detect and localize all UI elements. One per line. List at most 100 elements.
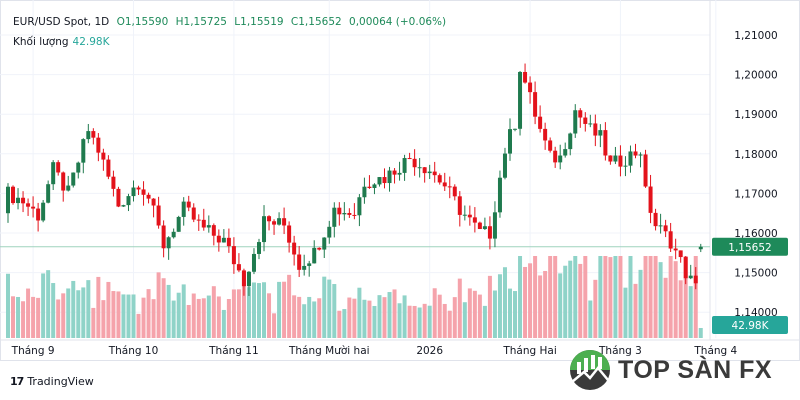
candle-body (91, 131, 96, 138)
candle-body (41, 202, 46, 221)
candle-body (502, 153, 507, 178)
candle-body (292, 242, 297, 255)
volume-bar (312, 301, 317, 338)
candle-body (96, 137, 101, 153)
volume-bar (317, 298, 322, 338)
volume-legend-label[interactable]: Khối lượng (13, 36, 69, 48)
volume-bar (267, 293, 272, 338)
volume-bar (402, 295, 407, 338)
volume-bar (583, 256, 588, 338)
candle-body (61, 172, 66, 191)
candle-body (387, 170, 392, 184)
candle-body (698, 246, 703, 250)
chart-legend: EUR/USD Spot, 1D O1,15590 H1,15725 L1,15… (13, 16, 450, 28)
x-tick-label: Tháng 11 (208, 345, 259, 357)
last-volume-label: 42.98K (732, 320, 770, 332)
candle-body (482, 226, 487, 230)
tradingview-logo[interactable]: 17 TradingView (10, 375, 94, 388)
volume-bar (437, 294, 442, 338)
volume-bar (422, 303, 427, 338)
candle-body (196, 219, 201, 221)
volume-legend-value: 42.98K (72, 36, 110, 48)
open-value: O1,15590 (116, 16, 169, 28)
candle-body (462, 214, 467, 216)
volume-bar (322, 276, 327, 338)
candle-body (578, 110, 583, 118)
candle-body (563, 149, 568, 156)
volume-bar (226, 298, 231, 338)
volume-bar (111, 291, 116, 338)
candle-body (267, 216, 272, 222)
volume-bar (538, 275, 543, 338)
volume-bar (141, 297, 146, 338)
volume-bar (176, 292, 181, 338)
volume-bar (66, 288, 71, 338)
volume-bar (467, 288, 472, 338)
volume-bar (347, 297, 352, 338)
volume-bar (683, 256, 688, 338)
candle-body (312, 247, 317, 264)
x-tick-label: Tháng 3 (598, 345, 642, 357)
candle-body (658, 225, 663, 227)
volume-bar (257, 283, 261, 338)
candle-body (668, 231, 673, 249)
candle-body (251, 253, 256, 272)
y-tick-label: 1,15000 (734, 268, 777, 280)
volume-bar (26, 288, 31, 338)
volume-bar (181, 284, 186, 338)
volume-bar (663, 277, 668, 338)
candle-body (553, 150, 558, 163)
volume-bar (497, 274, 502, 338)
y-tick-label: 1,16000 (734, 228, 777, 240)
volume-bar (6, 273, 10, 338)
candle-body (347, 212, 352, 215)
volume-bar (573, 256, 578, 338)
volume-bar (46, 270, 51, 338)
candle-body (643, 154, 648, 187)
candle-body (176, 216, 181, 232)
volume-bar (568, 260, 573, 338)
volume-bar (417, 307, 422, 338)
volume-bar (387, 292, 392, 338)
candle-body (367, 186, 372, 188)
volume-bar (101, 300, 106, 338)
candle-body (116, 188, 121, 207)
y-tick-label: 1,19000 (734, 109, 777, 121)
candle-body (548, 140, 553, 151)
candle-body (382, 177, 387, 184)
candle-body (558, 155, 563, 163)
volume-bar (221, 309, 226, 338)
mountain-chart-icon (570, 350, 610, 390)
volume-bar (86, 280, 91, 338)
volume-bar (593, 279, 598, 338)
candle-body (302, 265, 307, 270)
candle-body (161, 225, 166, 249)
volume-bar (272, 313, 277, 338)
candle-body (226, 237, 231, 247)
symbol-label[interactable]: EUR/USD Spot, 1D (13, 16, 110, 28)
candle-body (603, 130, 608, 156)
candle-body (437, 175, 442, 183)
candle-body (16, 197, 21, 204)
volume-bar (206, 295, 211, 338)
candle-body (352, 214, 357, 216)
volume-bar (523, 266, 528, 338)
candle-body (322, 237, 327, 250)
volume-bar (71, 280, 76, 338)
candle-body (282, 218, 287, 226)
volume-bar (196, 298, 201, 338)
volume-bar (41, 273, 46, 338)
volume-bar (553, 256, 558, 338)
volume-bar (638, 269, 643, 338)
candle-body (568, 133, 573, 150)
candle-body (538, 116, 543, 129)
volume-bar (447, 310, 452, 338)
candle-body (26, 203, 31, 207)
candle-body (407, 158, 412, 160)
candle-body (191, 207, 196, 220)
candle-body (186, 201, 191, 208)
candle-body (588, 123, 593, 125)
volume-bar (31, 296, 36, 338)
volume-bar (412, 305, 417, 338)
